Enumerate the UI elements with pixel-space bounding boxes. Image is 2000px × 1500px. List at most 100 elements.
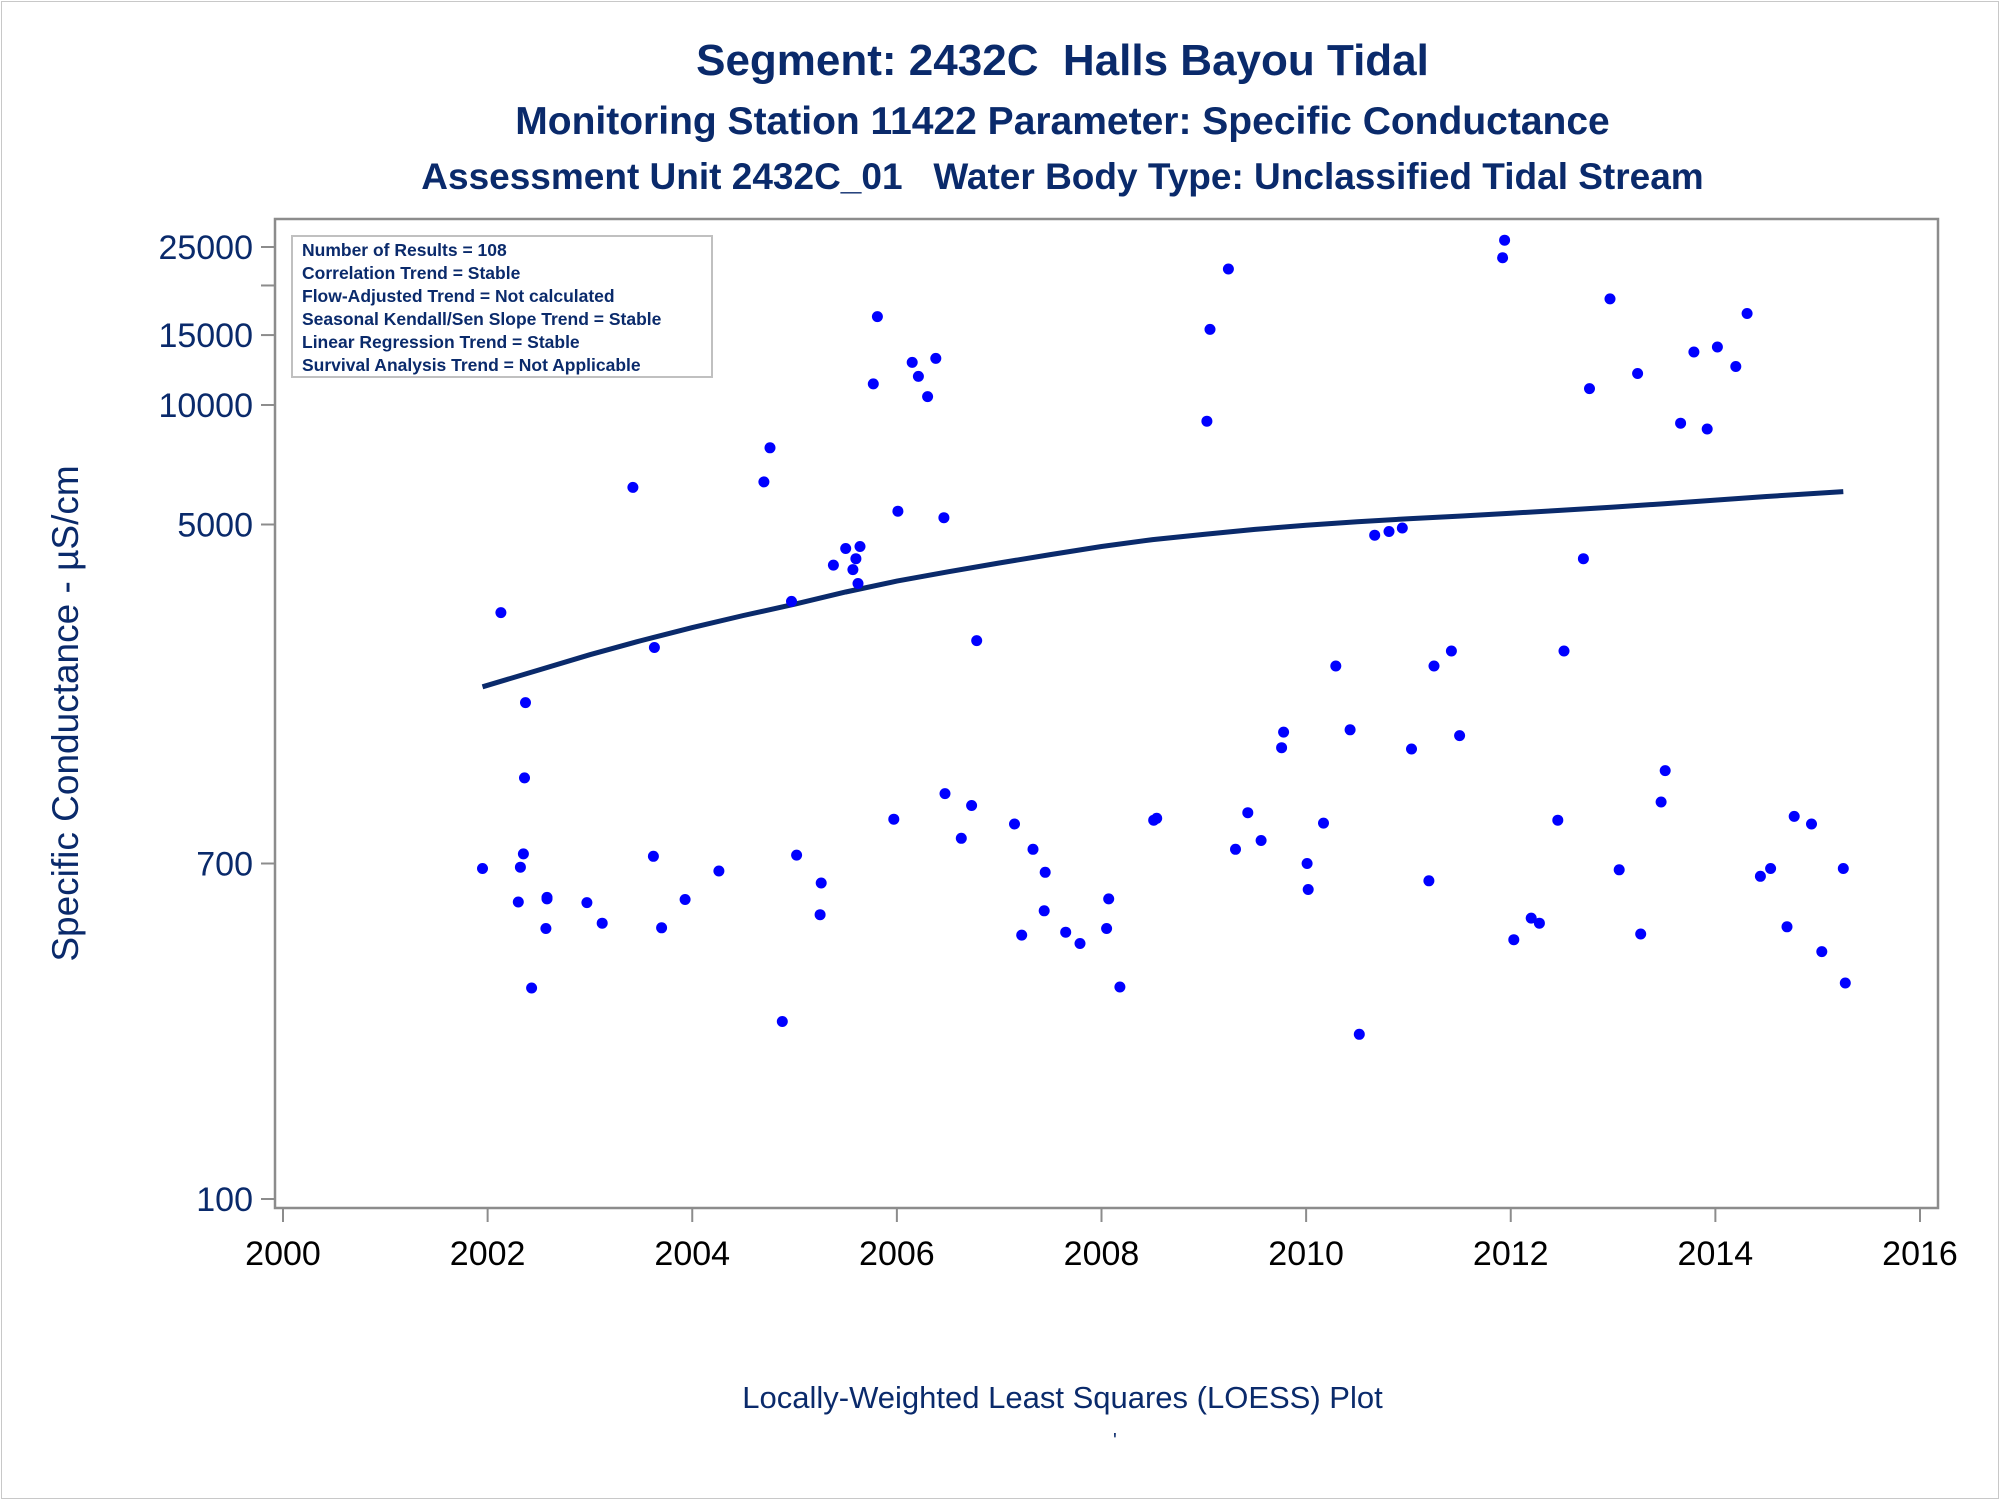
- data-point: [1701, 423, 1713, 435]
- data-point: [1533, 917, 1545, 929]
- data-point: [776, 1016, 788, 1027]
- data-point: [1039, 866, 1051, 878]
- data-point: [1027, 843, 1039, 855]
- data-point: [1552, 814, 1564, 826]
- data-point: [526, 982, 538, 994]
- data-point: [892, 505, 904, 517]
- data-point: [850, 553, 862, 565]
- chart-title: Segment: 2432C Halls Bayou Tidal: [696, 36, 1429, 85]
- data-point: [1406, 743, 1417, 755]
- data-point: [596, 917, 608, 929]
- data-point: [1222, 263, 1234, 275]
- data-point: [517, 848, 529, 860]
- data-point: [852, 578, 864, 589]
- data-point: [648, 642, 660, 653]
- x-tick-label: 2000: [245, 1235, 321, 1273]
- stats-line: Survival Analysis Trend = Not Applicable: [302, 355, 641, 375]
- data-point: [1445, 645, 1457, 657]
- data-point: [871, 311, 883, 323]
- x-tick-label: 2004: [654, 1235, 730, 1273]
- y-tick-label: 10000: [158, 387, 253, 425]
- data-point: [514, 861, 526, 873]
- data-point: [971, 635, 983, 647]
- data-point: [1009, 818, 1020, 830]
- data-point: [656, 922, 668, 934]
- x-tick-label: 2002: [450, 1235, 526, 1273]
- data-point: [791, 849, 803, 861]
- x-tick-label: 2014: [1678, 1235, 1754, 1273]
- data-point: [1276, 742, 1288, 754]
- data-point: [1318, 817, 1329, 829]
- stats-line: Correlation Trend = Stable: [302, 263, 521, 283]
- data-point: [519, 772, 530, 784]
- chart-subtitle-2: Assessment Unit 2432C_01 Water Body Type…: [421, 156, 1704, 197]
- data-point: [1635, 928, 1647, 940]
- data-point: [1604, 293, 1616, 305]
- data-point: [867, 378, 879, 390]
- data-point: [1741, 308, 1753, 319]
- data-point: [647, 850, 659, 862]
- data-point: [1230, 843, 1241, 855]
- data-point: [1330, 660, 1342, 672]
- data-point: [847, 564, 859, 576]
- data-point: [512, 896, 524, 908]
- y-tick-label: 5000: [177, 506, 253, 544]
- data-point: [1839, 977, 1851, 989]
- data-point: [1558, 645, 1570, 657]
- data-point: [758, 476, 770, 488]
- stats-box: [291, 235, 713, 378]
- data-point: [1369, 529, 1381, 541]
- data-point: [1632, 368, 1644, 379]
- data-point: [1301, 858, 1313, 869]
- y-tick-label: 25000: [158, 229, 253, 267]
- data-point: [1016, 929, 1028, 941]
- data-point: [1201, 415, 1213, 427]
- data-point: [477, 863, 488, 874]
- loess-trend-line: [481, 489, 1844, 690]
- data-point: [1038, 905, 1050, 917]
- y-axis-label: Specific Conductance - µS/cm: [45, 465, 86, 961]
- data-point: [495, 607, 507, 619]
- data-point: [966, 800, 978, 811]
- data-point: [922, 391, 934, 403]
- data-point: [1688, 346, 1700, 358]
- x-tick-label: 2010: [1268, 1235, 1344, 1273]
- data-point: [1454, 730, 1466, 742]
- data-point: [1754, 870, 1766, 882]
- data-point: [1730, 361, 1742, 372]
- data-point: [1781, 921, 1793, 933]
- data-point: [1396, 522, 1408, 534]
- data-point: [1423, 875, 1435, 887]
- data-point: [1711, 341, 1723, 353]
- data-point: [520, 697, 531, 709]
- data-point: [1788, 810, 1800, 822]
- data-point: [840, 543, 852, 554]
- data-point: [1344, 724, 1356, 736]
- data-point: [1302, 884, 1314, 895]
- data-point: [906, 356, 918, 368]
- chart-subtitle: Monitoring Station 11422 Parameter: Spec…: [515, 100, 1610, 143]
- data-point: [627, 481, 639, 493]
- y-tick-label: 700: [196, 845, 253, 883]
- data-point: [541, 891, 553, 903]
- chart-footer: Locally-Weighted Least Squares (LOESS) P…: [742, 1380, 1383, 1415]
- x-tick-label: 2012: [1473, 1235, 1549, 1273]
- data-point: [1114, 981, 1126, 993]
- data-point: [1060, 926, 1072, 938]
- footer-mark: ': [1113, 1430, 1117, 1452]
- data-point: [938, 512, 950, 524]
- data-point: [939, 788, 951, 800]
- data-point: [1255, 835, 1267, 846]
- data-point: [854, 541, 866, 552]
- data-point: [1499, 234, 1511, 246]
- data-point: [1151, 812, 1163, 824]
- data-point: [1497, 252, 1509, 264]
- data-point: [912, 370, 924, 382]
- data-point: [1675, 417, 1687, 429]
- data-point: [827, 559, 839, 571]
- stats-line: Flow-Adjusted Trend = Not calculated: [302, 286, 615, 306]
- data-point: [764, 442, 776, 454]
- data-point: [955, 832, 967, 844]
